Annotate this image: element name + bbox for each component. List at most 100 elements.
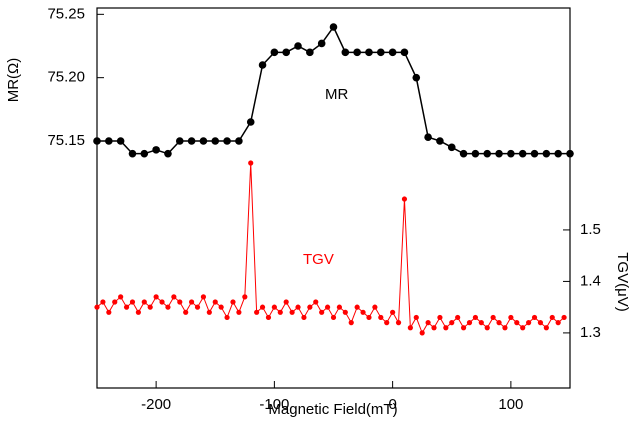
data-point xyxy=(175,137,184,145)
data-point xyxy=(271,304,277,310)
data-point xyxy=(495,149,503,158)
data-point xyxy=(164,149,172,158)
data-point xyxy=(390,309,396,315)
data-point xyxy=(230,299,236,305)
y2-tick-label: 1.4 xyxy=(580,272,601,289)
data-point xyxy=(471,149,480,158)
data-point xyxy=(317,39,326,48)
data-point xyxy=(329,23,338,31)
data-point xyxy=(342,309,348,315)
data-point xyxy=(436,137,444,145)
tgv-label: TGV xyxy=(303,251,334,268)
data-point xyxy=(484,325,490,331)
data-point xyxy=(518,149,527,158)
data-point xyxy=(555,320,561,326)
data-point xyxy=(265,314,272,321)
data-point xyxy=(147,304,153,310)
data-point xyxy=(93,137,101,145)
data-point xyxy=(295,304,301,310)
data-point xyxy=(307,304,313,310)
data-point xyxy=(248,160,254,166)
data-point xyxy=(123,304,130,310)
data-point xyxy=(395,320,402,326)
data-point xyxy=(542,149,551,158)
data-point xyxy=(401,196,408,202)
data-point xyxy=(283,299,289,305)
data-point xyxy=(129,299,136,305)
data-point xyxy=(566,149,574,158)
data-point xyxy=(301,314,307,321)
data-point xyxy=(365,48,373,57)
y2-tick-label: 1.5 xyxy=(580,221,601,238)
data-point xyxy=(141,299,147,305)
data-point xyxy=(437,314,443,321)
data-point xyxy=(140,149,149,158)
data-point xyxy=(242,294,248,300)
plot-frame xyxy=(96,7,571,389)
data-point xyxy=(171,294,177,300)
data-point xyxy=(212,299,218,305)
mr-label: MR xyxy=(325,86,348,103)
data-point xyxy=(412,73,421,82)
data-point xyxy=(449,320,455,326)
data-point xyxy=(235,137,243,145)
data-point xyxy=(152,146,160,154)
data-point xyxy=(258,61,267,69)
y-tick-label: 75.15 xyxy=(47,132,85,149)
data-point xyxy=(183,309,189,315)
data-point xyxy=(324,304,331,310)
data-point xyxy=(236,309,242,315)
data-point xyxy=(466,320,473,326)
data-point xyxy=(377,48,385,57)
data-point xyxy=(159,299,165,305)
data-point xyxy=(118,294,124,300)
data-point xyxy=(294,42,302,50)
data-point xyxy=(200,294,207,300)
data-point xyxy=(526,320,532,326)
data-point xyxy=(502,325,508,331)
data-point xyxy=(94,304,100,310)
data-point xyxy=(354,304,360,310)
data-point xyxy=(194,304,201,310)
data-point xyxy=(306,48,314,57)
data-point xyxy=(206,309,212,315)
data-point xyxy=(455,314,461,321)
data-point xyxy=(530,149,539,158)
data-point xyxy=(348,320,354,326)
data-point xyxy=(277,309,283,315)
y2-axis-label: TGV(μV) xyxy=(614,252,631,311)
data-point xyxy=(413,314,419,321)
data-point xyxy=(282,48,291,57)
data-point xyxy=(330,314,337,321)
data-point xyxy=(507,149,515,158)
data-point xyxy=(116,137,125,145)
data-point xyxy=(460,325,467,331)
data-point xyxy=(106,309,112,315)
x-tick-label: 0 xyxy=(388,396,396,413)
data-point xyxy=(425,320,431,326)
data-point xyxy=(112,299,118,305)
data-point xyxy=(496,320,502,326)
data-point xyxy=(254,309,260,315)
data-point xyxy=(447,143,456,152)
data-point xyxy=(199,137,208,145)
y-tick-label: 75.20 xyxy=(47,69,85,86)
data-point xyxy=(424,133,432,141)
data-point xyxy=(508,314,514,321)
data-point xyxy=(514,320,520,326)
data-point xyxy=(549,314,555,321)
data-point xyxy=(400,48,409,57)
data-point xyxy=(165,304,171,310)
data-point xyxy=(177,299,183,305)
data-point xyxy=(153,294,159,300)
data-point xyxy=(100,299,106,305)
y-tick-label: 75.25 xyxy=(47,5,85,22)
y2-tick-label: 1.3 xyxy=(580,324,601,341)
data-point xyxy=(388,48,397,57)
data-point xyxy=(543,325,549,331)
data-point xyxy=(187,137,196,145)
data-point xyxy=(472,314,478,321)
data-point xyxy=(431,325,437,331)
data-point xyxy=(259,304,266,310)
data-point xyxy=(483,149,492,158)
